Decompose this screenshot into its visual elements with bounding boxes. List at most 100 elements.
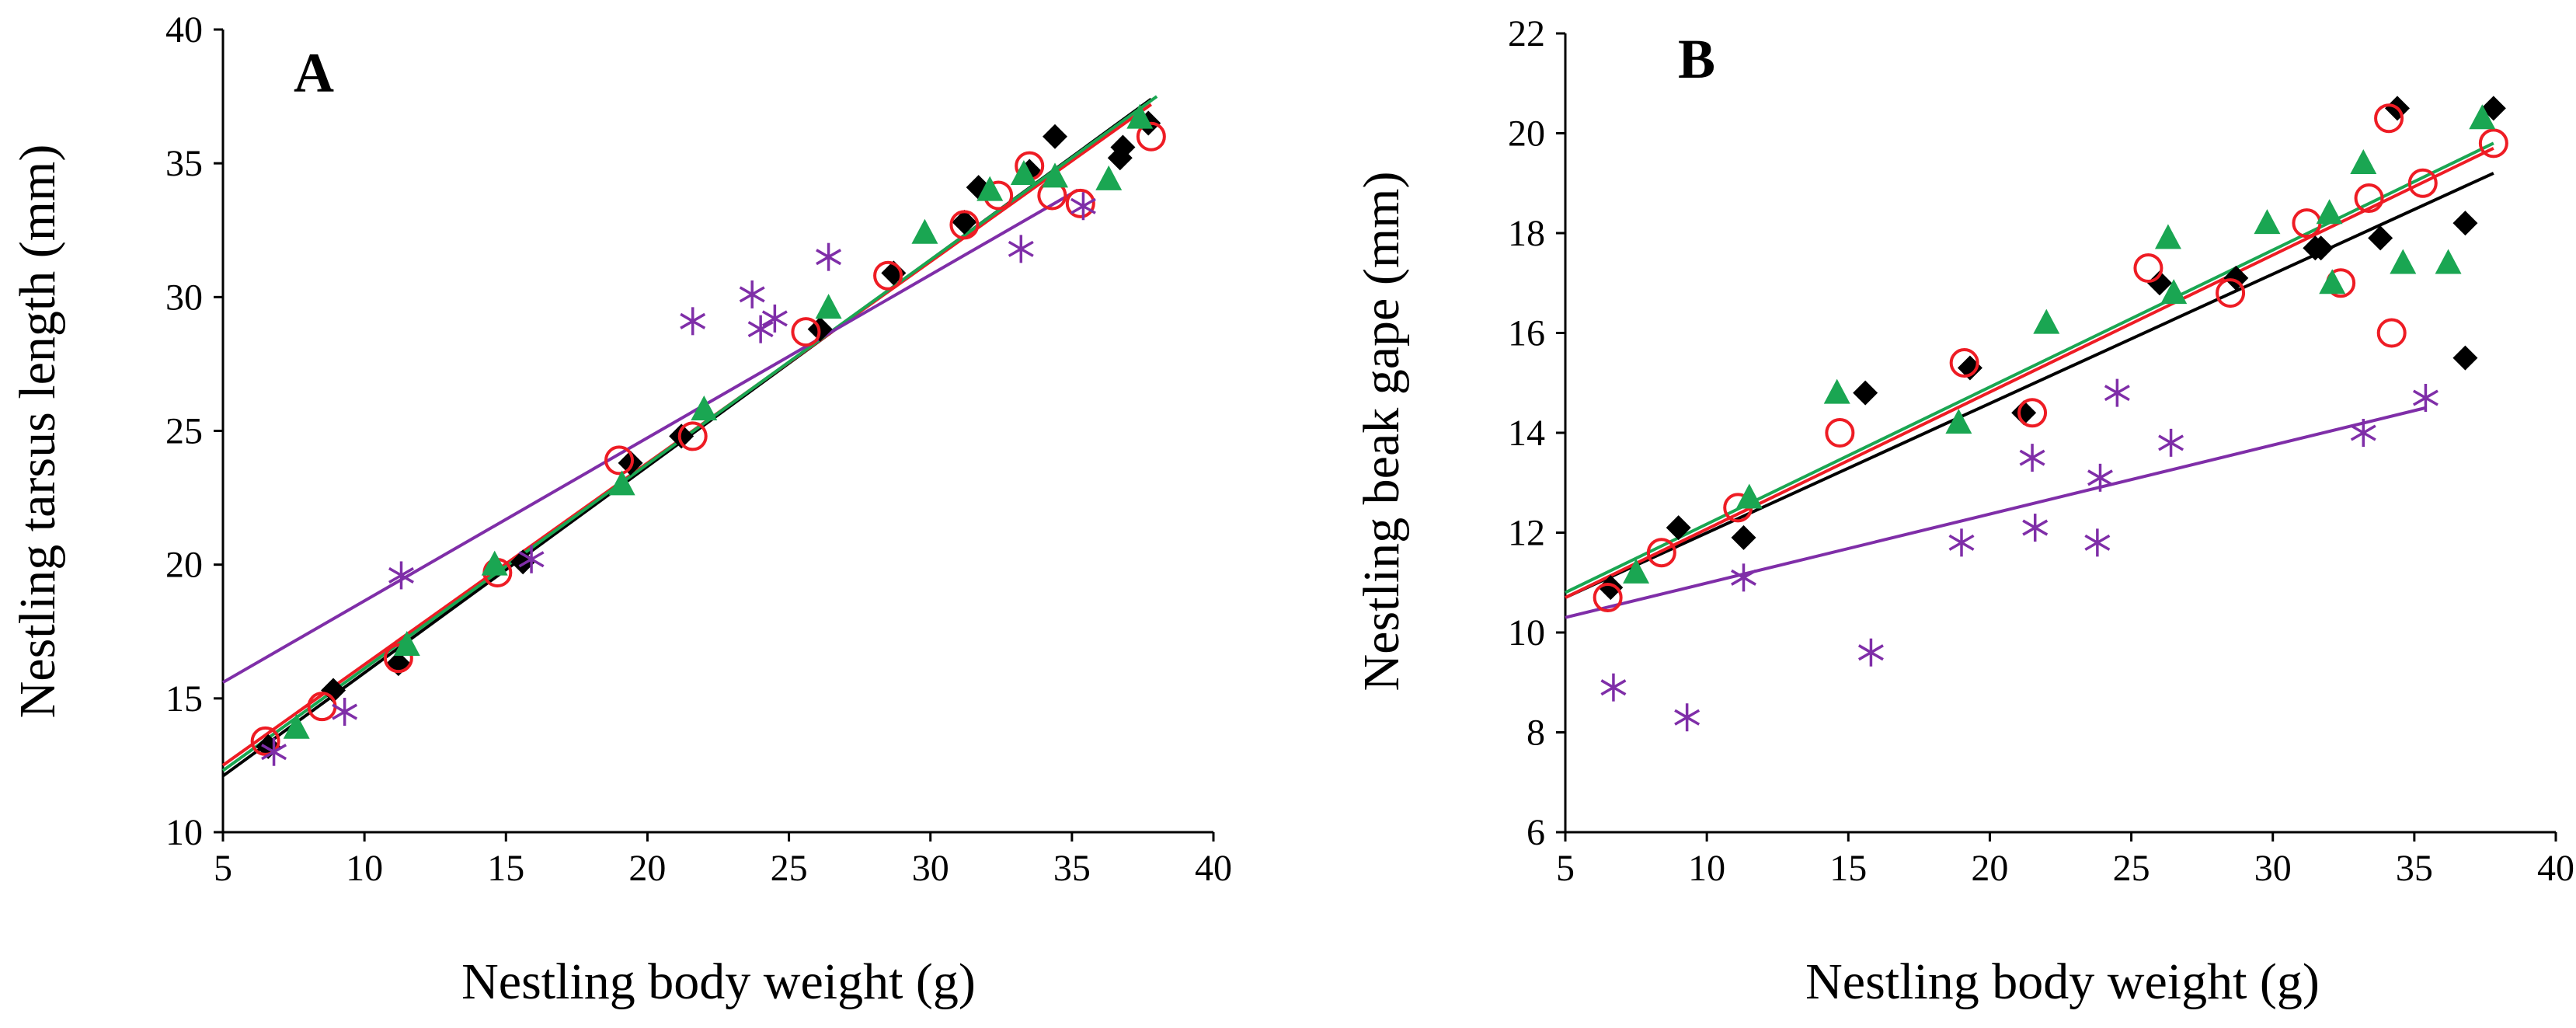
data-point-circle: [1136, 121, 1166, 152]
y-tick-label: 22: [1508, 13, 1545, 54]
y-tick-label: 16: [1508, 313, 1545, 354]
y-tick-label: 20: [165, 545, 203, 586]
data-point-triangle: [2316, 199, 2343, 225]
y-tick-label: 10: [165, 812, 203, 853]
x-tick-label: 10: [346, 848, 383, 889]
asterisk-stroke: [1674, 709, 1701, 726]
x-tick-label: 10: [1688, 848, 1725, 889]
data-point-triangle: [1735, 483, 1763, 509]
data-point-circle: [677, 421, 708, 451]
data-point-asterisk: [518, 545, 545, 573]
data-point-triangle: [393, 630, 420, 656]
data-point-circle: [2407, 168, 2438, 198]
data-point-asterisk: [1008, 235, 1034, 263]
data-point-asterisk: [2084, 528, 2111, 557]
asterisk-stroke: [816, 249, 842, 266]
asterisk-stroke: [2084, 534, 2111, 551]
data-point-asterisk: [816, 242, 842, 271]
asterisk-stroke: [1008, 240, 1034, 257]
x-axis-title: Nestling body weight (g): [1805, 953, 2320, 1010]
data-point-diamond: [2452, 345, 2478, 371]
data-point-diamond: [1598, 575, 1624, 601]
data-point-triangle: [1623, 558, 1650, 584]
asterisk-stroke: [680, 312, 706, 329]
x-tick-label: 5: [1556, 848, 1575, 889]
y-tick-label: 40: [165, 9, 203, 51]
data-point-triangle: [815, 294, 842, 319]
x-tick-label: 25: [2113, 848, 2150, 889]
data-point-circle: [1825, 418, 1855, 448]
x-tick-label: 20: [1971, 848, 2008, 889]
data-point-triangle: [2033, 308, 2060, 334]
data-point-diamond: [2308, 235, 2334, 261]
data-point-asterisk: [2104, 378, 2130, 407]
data-point-triangle: [1823, 378, 1850, 404]
data-point-diamond: [1043, 124, 1067, 149]
data-point-circle: [1949, 348, 1979, 378]
data-point-triangle: [481, 550, 508, 576]
x-tick-label: 30: [2254, 848, 2292, 889]
trend-line-asterisk: [1565, 406, 2426, 619]
data-point-circle: [2017, 398, 2048, 428]
y-tick-label: 20: [1508, 113, 1545, 155]
asterisk-stroke: [2087, 469, 2113, 486]
markers-group: [250, 103, 1166, 766]
data-point-circle: [2374, 103, 2404, 134]
data-point-asterisk: [747, 315, 774, 343]
y-tick-label: 12: [1508, 513, 1545, 554]
data-point-circle: [604, 445, 634, 476]
data-point-asterisk: [1070, 192, 1096, 221]
data-point-triangle: [1945, 409, 1972, 434]
x-axis-title: Nestling body weight (g): [461, 953, 976, 1010]
asterisk-stroke: [2350, 424, 2376, 441]
data-point-triangle: [2254, 209, 2281, 235]
data-point-diamond: [1853, 380, 1878, 406]
data-point-asterisk: [1731, 563, 1756, 592]
data-point-asterisk: [2350, 419, 2376, 447]
trend-line-diamond: [1565, 172, 2494, 599]
x-tick-label: 15: [487, 848, 524, 889]
data-point-diamond: [321, 678, 346, 703]
x-tick-label: 40: [1195, 848, 1232, 889]
data-point-triangle: [2154, 224, 2181, 249]
asterisk-stroke: [2019, 449, 2045, 466]
asterisk-stroke: [332, 703, 358, 720]
data-point-diamond: [510, 549, 536, 575]
asterisk-stroke: [2412, 389, 2438, 406]
asterisk-stroke: [1948, 534, 1975, 551]
x-tick-label: 5: [214, 848, 232, 889]
data-point-circle: [949, 210, 980, 240]
asterisk-stroke: [1070, 197, 1096, 214]
markers-group: [1593, 96, 2508, 732]
data-point-circle: [2478, 128, 2508, 159]
data-point-triangle: [1126, 103, 1154, 129]
y-tick-label: 8: [1526, 713, 1545, 754]
data-point-triangle: [2350, 149, 2377, 175]
x-tick-label: 20: [628, 848, 666, 889]
data-point-triangle: [283, 713, 310, 739]
y-axis-title: Nestling tarsus length (mm): [9, 145, 66, 719]
data-point-diamond: [2368, 225, 2393, 251]
data-point-circle: [873, 260, 903, 291]
data-point-asterisk: [761, 304, 788, 333]
data-point-triangle: [1095, 165, 1123, 190]
data-point-diamond: [2452, 211, 2478, 236]
y-axis-title: Nestling beak gape (mm): [1353, 172, 1410, 692]
asterisk-stroke: [2022, 519, 2049, 536]
x-tick-label: 30: [912, 848, 949, 889]
data-point-asterisk: [739, 280, 765, 308]
ticks-group: 5 10 15 20 25 30 35 40 10 15 20 25 30 35 40: [165, 9, 1232, 889]
ticks-group: 5 10 15 20 25 30 35 40 6 8 10 12 14 16 18 20 22: [1508, 13, 2574, 889]
data-point-asterisk: [2019, 444, 2045, 472]
data-point-triangle: [2435, 249, 2462, 274]
data-point-triangle: [2469, 104, 2496, 130]
y-tick-label: 18: [1508, 213, 1545, 254]
data-point-asterisk: [332, 698, 358, 727]
data-point-diamond: [669, 423, 694, 449]
asterisk-stroke: [761, 310, 788, 327]
y-tick-label: 14: [1508, 413, 1545, 454]
data-point-asterisk: [680, 307, 706, 336]
data-point-circle: [2354, 183, 2384, 214]
data-point-diamond: [1110, 134, 1136, 160]
data-point-asterisk: [2022, 514, 2049, 542]
